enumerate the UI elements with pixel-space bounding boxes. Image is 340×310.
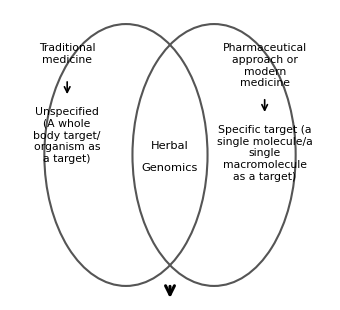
Text: Specific target (a
single molecule/a
single
macromolecule
as a target): Specific target (a single molecule/a sin… bbox=[217, 125, 312, 182]
Text: Pharmaceutical
approach or
modern
medicine: Pharmaceutical approach or modern medici… bbox=[223, 43, 307, 88]
Text: Unspecified
(A whole
body target/
organism as
a target): Unspecified (A whole body target/ organi… bbox=[34, 107, 101, 164]
Text: Traditional
medicine: Traditional medicine bbox=[39, 43, 96, 65]
Text: Herbal: Herbal bbox=[151, 141, 189, 151]
Text: Genomics: Genomics bbox=[142, 163, 198, 173]
